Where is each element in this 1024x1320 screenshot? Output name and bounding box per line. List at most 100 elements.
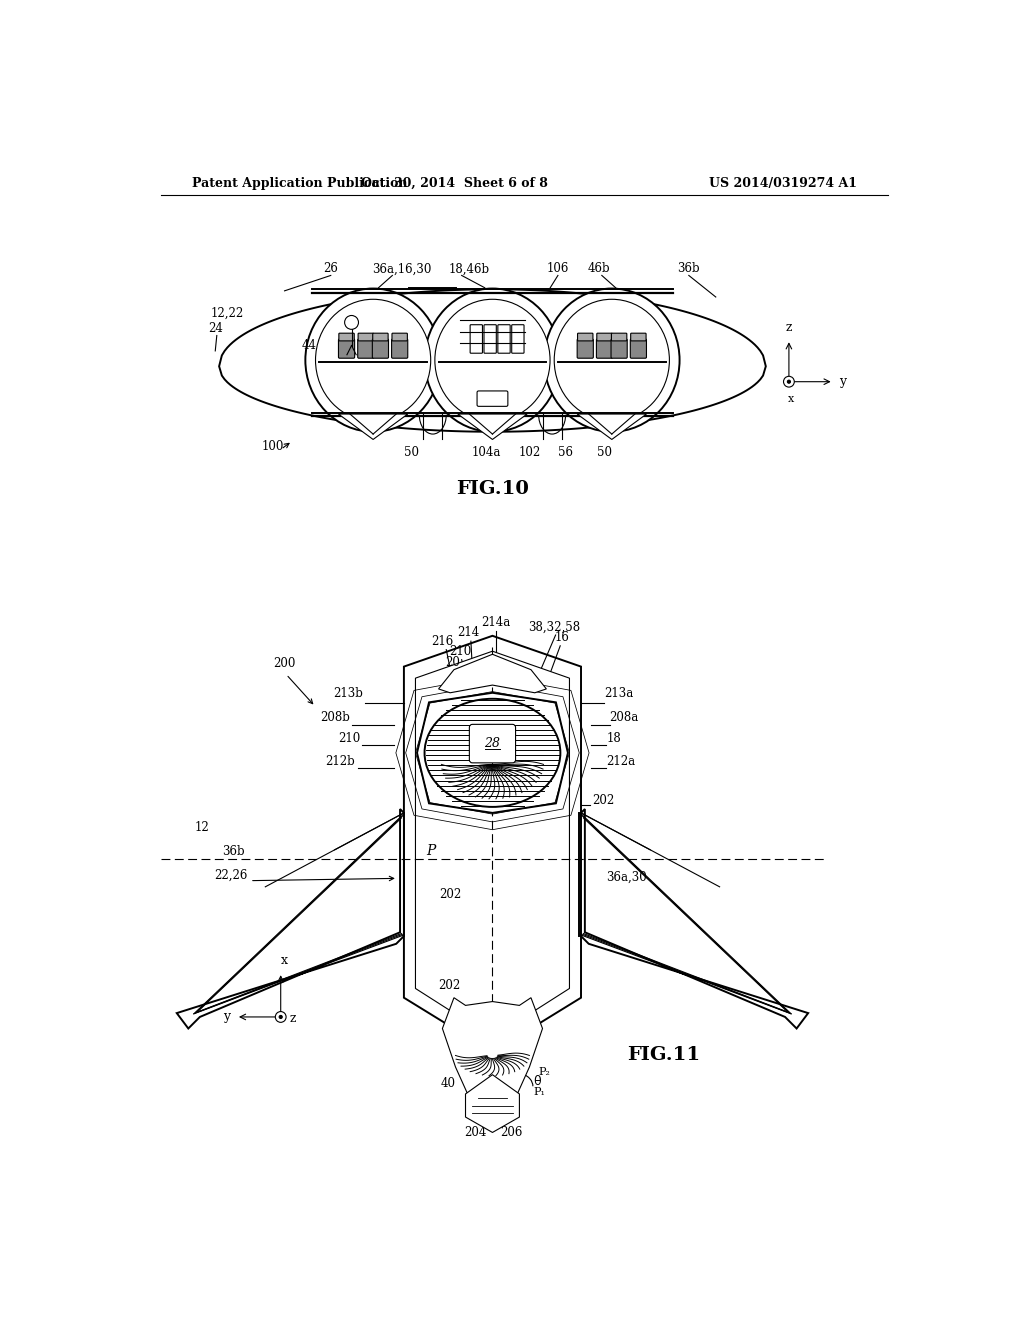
Text: 20: 20 <box>445 656 460 669</box>
Text: 22,26: 22,26 <box>214 869 248 882</box>
Text: z: z <box>785 321 793 334</box>
Text: y: y <box>839 375 846 388</box>
Text: T: T <box>478 1081 490 1098</box>
Circle shape <box>275 1011 286 1022</box>
Text: 213a: 213a <box>604 688 634 701</box>
Ellipse shape <box>425 698 560 807</box>
FancyBboxPatch shape <box>469 725 515 763</box>
Text: 102: 102 <box>518 446 541 459</box>
FancyBboxPatch shape <box>339 333 354 341</box>
Text: 214: 214 <box>457 626 479 639</box>
Polygon shape <box>177 809 403 1028</box>
Ellipse shape <box>435 300 550 421</box>
FancyBboxPatch shape <box>373 339 388 358</box>
FancyBboxPatch shape <box>339 339 354 358</box>
Text: US 2014/0319274 A1: US 2014/0319274 A1 <box>710 177 857 190</box>
Text: 100: 100 <box>262 440 285 453</box>
Text: 200: 200 <box>273 657 295 671</box>
Ellipse shape <box>315 300 431 421</box>
Text: 56: 56 <box>558 446 573 459</box>
FancyBboxPatch shape <box>512 325 524 354</box>
FancyBboxPatch shape <box>498 325 510 354</box>
Text: 212b: 212b <box>326 755 355 768</box>
FancyBboxPatch shape <box>597 333 612 341</box>
Text: Oct. 30, 2014  Sheet 6 of 8: Oct. 30, 2014 Sheet 6 of 8 <box>360 177 548 190</box>
Text: P₁: P₁ <box>534 1086 545 1097</box>
Circle shape <box>783 376 795 387</box>
Text: P₂: P₂ <box>539 1067 551 1077</box>
FancyBboxPatch shape <box>358 333 374 341</box>
FancyBboxPatch shape <box>470 325 482 354</box>
Circle shape <box>787 380 791 383</box>
Text: 44: 44 <box>302 339 316 352</box>
Text: 36a,30: 36a,30 <box>606 871 647 884</box>
Polygon shape <box>581 809 808 1028</box>
FancyBboxPatch shape <box>596 339 612 358</box>
Polygon shape <box>403 636 581 1028</box>
Text: FIG.11: FIG.11 <box>628 1047 700 1064</box>
Polygon shape <box>417 693 568 813</box>
Text: z: z <box>290 1012 297 1026</box>
FancyBboxPatch shape <box>631 333 646 341</box>
Text: 18,46b: 18,46b <box>449 263 489 276</box>
FancyBboxPatch shape <box>357 339 374 358</box>
FancyBboxPatch shape <box>392 333 408 341</box>
Ellipse shape <box>544 289 680 432</box>
Text: 210: 210 <box>338 733 360 744</box>
Text: FIG.10: FIG.10 <box>456 480 529 498</box>
Text: θ: θ <box>534 1074 541 1088</box>
Text: 40: 40 <box>440 1077 456 1090</box>
Polygon shape <box>416 651 569 1016</box>
Text: 16: 16 <box>554 631 569 644</box>
Polygon shape <box>438 655 547 693</box>
Text: 206: 206 <box>501 1126 523 1139</box>
Text: 202: 202 <box>439 888 462 902</box>
Text: Patent Application Publication: Patent Application Publication <box>193 177 408 190</box>
Text: 104a: 104a <box>472 446 501 459</box>
Text: 12,22: 12,22 <box>210 308 244 321</box>
Text: 214a: 214a <box>481 616 511 628</box>
Polygon shape <box>442 998 543 1117</box>
Text: P: P <box>426 845 435 858</box>
Text: 210: 210 <box>449 645 471 659</box>
Text: 213b: 213b <box>333 688 364 701</box>
Text: x: x <box>788 395 795 404</box>
Text: x: x <box>281 954 288 966</box>
Text: 106: 106 <box>547 263 569 276</box>
Circle shape <box>345 315 358 330</box>
FancyBboxPatch shape <box>578 339 593 358</box>
Text: 18: 18 <box>606 733 622 744</box>
Text: 202: 202 <box>593 793 614 807</box>
FancyBboxPatch shape <box>611 339 628 358</box>
Text: 36b: 36b <box>222 845 245 858</box>
Text: 12: 12 <box>195 821 209 834</box>
Text: 26: 26 <box>324 263 338 276</box>
Text: 28: 28 <box>484 737 501 750</box>
Polygon shape <box>466 1074 519 1133</box>
Text: 24: 24 <box>208 322 222 335</box>
FancyBboxPatch shape <box>477 391 508 407</box>
Text: 208a: 208a <box>609 710 639 723</box>
Polygon shape <box>219 289 766 432</box>
Circle shape <box>280 1015 283 1019</box>
Text: 50: 50 <box>597 446 611 459</box>
Ellipse shape <box>425 289 560 432</box>
Text: 216: 216 <box>431 635 454 648</box>
Text: 38,32,58: 38,32,58 <box>528 620 581 634</box>
Polygon shape <box>339 414 408 440</box>
Text: y: y <box>223 1010 230 1023</box>
FancyBboxPatch shape <box>391 339 408 358</box>
Ellipse shape <box>554 300 670 421</box>
Ellipse shape <box>305 289 441 432</box>
Text: 202: 202 <box>438 978 460 991</box>
Polygon shape <box>458 414 527 440</box>
FancyBboxPatch shape <box>484 325 497 354</box>
FancyBboxPatch shape <box>611 333 627 341</box>
FancyBboxPatch shape <box>578 333 593 341</box>
Text: 36a,16,30: 36a,16,30 <box>372 263 431 276</box>
Text: 50: 50 <box>404 446 419 459</box>
FancyBboxPatch shape <box>373 333 388 341</box>
Text: 46b: 46b <box>588 263 610 276</box>
Text: 212a: 212a <box>606 755 636 768</box>
FancyBboxPatch shape <box>631 339 646 358</box>
